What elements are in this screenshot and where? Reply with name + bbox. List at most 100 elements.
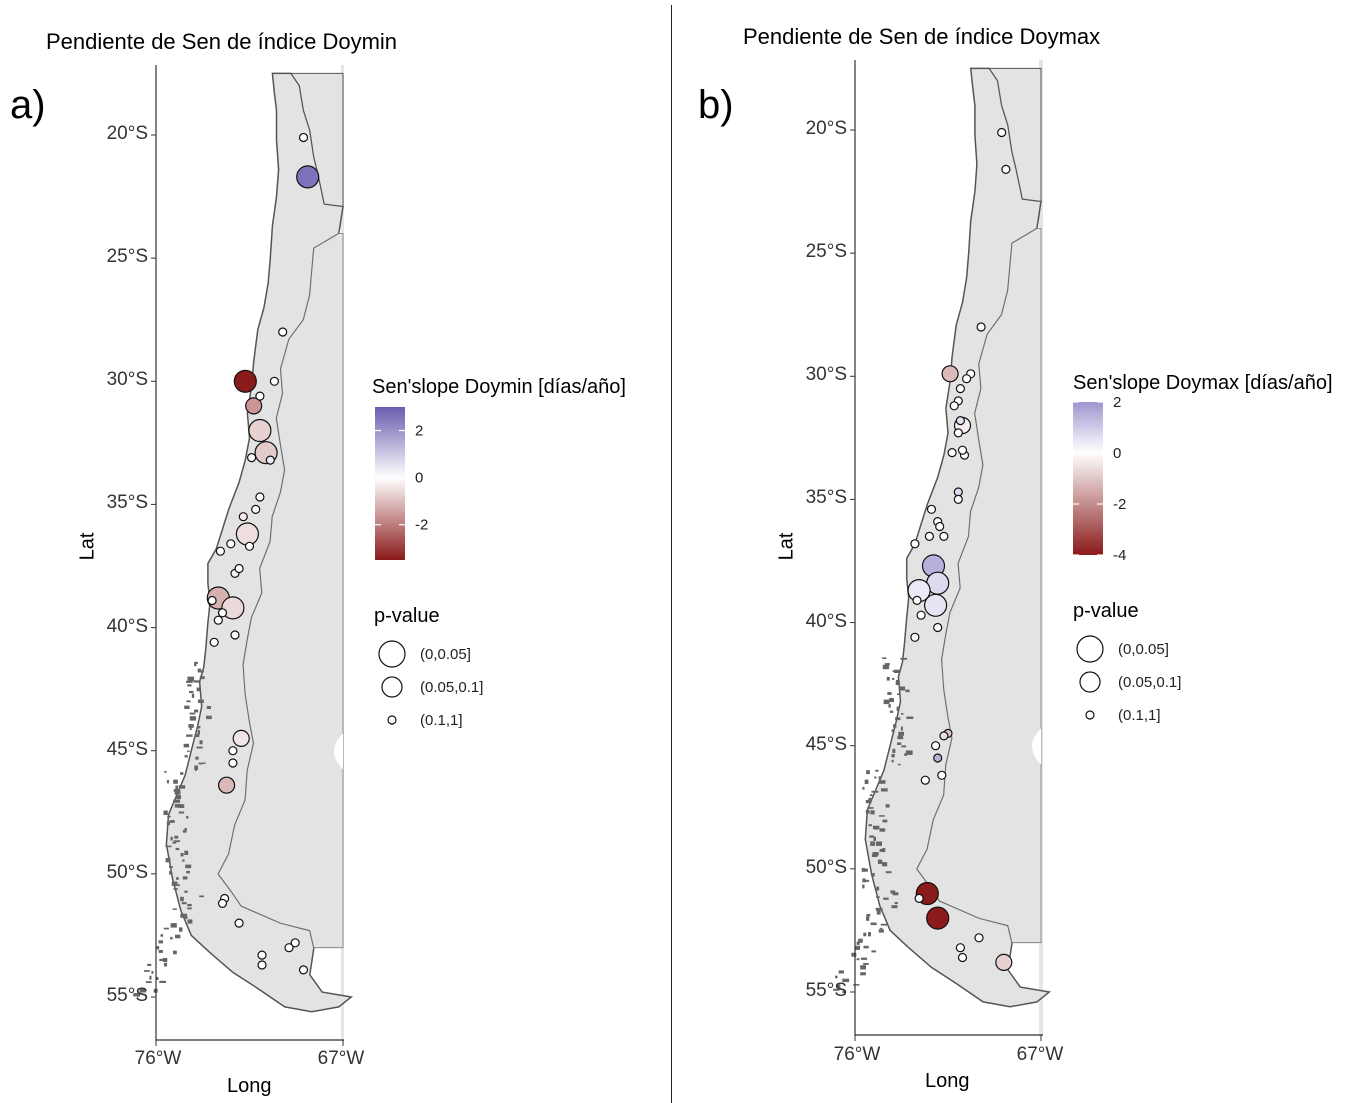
station-point xyxy=(953,487,963,497)
colorbar-tick-label: -2 xyxy=(1113,496,1126,513)
colorbar-tick-label: 2 xyxy=(415,423,423,440)
size-legend-symbol xyxy=(378,640,406,668)
size-legend-label: (0.05,0.1] xyxy=(1118,674,1181,691)
island-fragment xyxy=(905,689,910,693)
island-fragment xyxy=(145,981,152,983)
island-fragment xyxy=(842,990,846,994)
island-fragment xyxy=(174,803,182,808)
island-fragment xyxy=(875,907,883,911)
island-fragment xyxy=(173,779,178,784)
y-axis-label: Lat xyxy=(775,532,798,561)
island-fragment xyxy=(187,903,192,907)
island-fragment xyxy=(166,821,170,826)
island-fragment xyxy=(870,841,875,846)
island-fragment xyxy=(870,810,875,815)
island-fragment xyxy=(869,794,873,797)
island-fragment xyxy=(889,698,894,703)
colorbar-tick-label: 2 xyxy=(1113,394,1121,411)
island-fragment xyxy=(868,807,874,809)
station-point xyxy=(957,445,968,455)
island-fragment xyxy=(878,929,884,933)
island-fragment xyxy=(892,677,895,680)
size-legend-label: (0,0.05] xyxy=(1118,641,1169,658)
size-legend: (0,0.05] (0.05,0.1] (0.1,1] xyxy=(378,640,483,729)
colorbar-gradient xyxy=(375,407,405,560)
island-fragment xyxy=(865,810,870,814)
island-fragment xyxy=(188,724,194,728)
station-point xyxy=(257,950,267,960)
island-fragment xyxy=(199,676,205,680)
size-legend-label: (0.1,1] xyxy=(1118,707,1161,724)
island-fragment xyxy=(906,716,914,719)
station-point xyxy=(221,596,245,620)
station-point xyxy=(226,539,236,549)
station-point xyxy=(255,492,265,502)
island-fragment xyxy=(164,771,167,773)
y-tick-label: 45°S xyxy=(805,733,847,755)
island-fragment xyxy=(178,785,186,789)
island-fragment xyxy=(876,896,880,898)
island-fragment xyxy=(165,845,172,848)
island-fragment xyxy=(879,927,883,930)
station-point xyxy=(910,539,920,549)
island-fragment xyxy=(896,706,900,711)
island-fragment xyxy=(871,854,878,857)
island-fragment xyxy=(199,895,204,898)
island-fragment xyxy=(159,980,166,983)
island-fragment xyxy=(833,988,840,991)
station-point xyxy=(939,531,949,541)
station-point xyxy=(955,384,966,394)
island-fragment xyxy=(206,715,212,720)
station-point xyxy=(955,416,966,426)
island-fragment xyxy=(180,853,184,857)
island-fragment xyxy=(872,873,875,877)
island-fragment xyxy=(175,795,181,800)
island-fragment xyxy=(868,932,871,937)
island-fragment xyxy=(199,670,204,673)
x-axis-label: Long xyxy=(925,1070,970,1092)
island-fragment xyxy=(184,828,187,830)
island-fragment xyxy=(866,770,870,775)
size-legend-label: (0.05,0.1] xyxy=(420,679,483,696)
station-point xyxy=(961,374,972,384)
island-fragment xyxy=(193,680,199,683)
island-fragment xyxy=(860,972,866,976)
island-fragment xyxy=(183,743,190,748)
island-fragment xyxy=(198,699,204,703)
station-point xyxy=(939,731,949,741)
y-tick-label: 30°S xyxy=(106,369,148,391)
island-fragment xyxy=(186,680,193,683)
panel-letter: a) xyxy=(10,83,46,127)
y-tick-label: 50°S xyxy=(805,856,847,878)
island-fragment xyxy=(144,970,150,972)
station-point xyxy=(298,965,309,975)
station-point xyxy=(974,933,984,943)
map-title: Pendiente de Sen de índice Doymax xyxy=(743,24,1101,49)
island-fragment xyxy=(189,712,196,715)
y-axis-label: Lat xyxy=(76,532,99,561)
island-fragment xyxy=(189,727,192,731)
island-fragment xyxy=(133,993,139,997)
island-fragment xyxy=(176,877,179,880)
island-fragment xyxy=(196,746,203,749)
island-fragment xyxy=(899,686,906,691)
island-fragment xyxy=(173,799,181,803)
colorbar: 2 0 -2 xyxy=(375,407,428,560)
station-point xyxy=(955,943,966,953)
island-fragment xyxy=(158,949,163,953)
x-axis-label: Long xyxy=(227,1075,272,1097)
station-point xyxy=(245,397,263,415)
island-fragment xyxy=(164,962,167,967)
y-tick-label: 25°S xyxy=(805,241,847,263)
island-fragment xyxy=(172,908,177,910)
island-fragment xyxy=(169,820,175,823)
station-point xyxy=(207,595,217,606)
station-point xyxy=(935,521,945,532)
island-fragment xyxy=(158,940,163,944)
island-fragment xyxy=(873,836,876,841)
island-fragment xyxy=(882,862,888,867)
island-fragment xyxy=(156,946,160,949)
station-point xyxy=(953,428,963,438)
island-fragment xyxy=(169,871,172,875)
island-fragment xyxy=(174,835,179,839)
